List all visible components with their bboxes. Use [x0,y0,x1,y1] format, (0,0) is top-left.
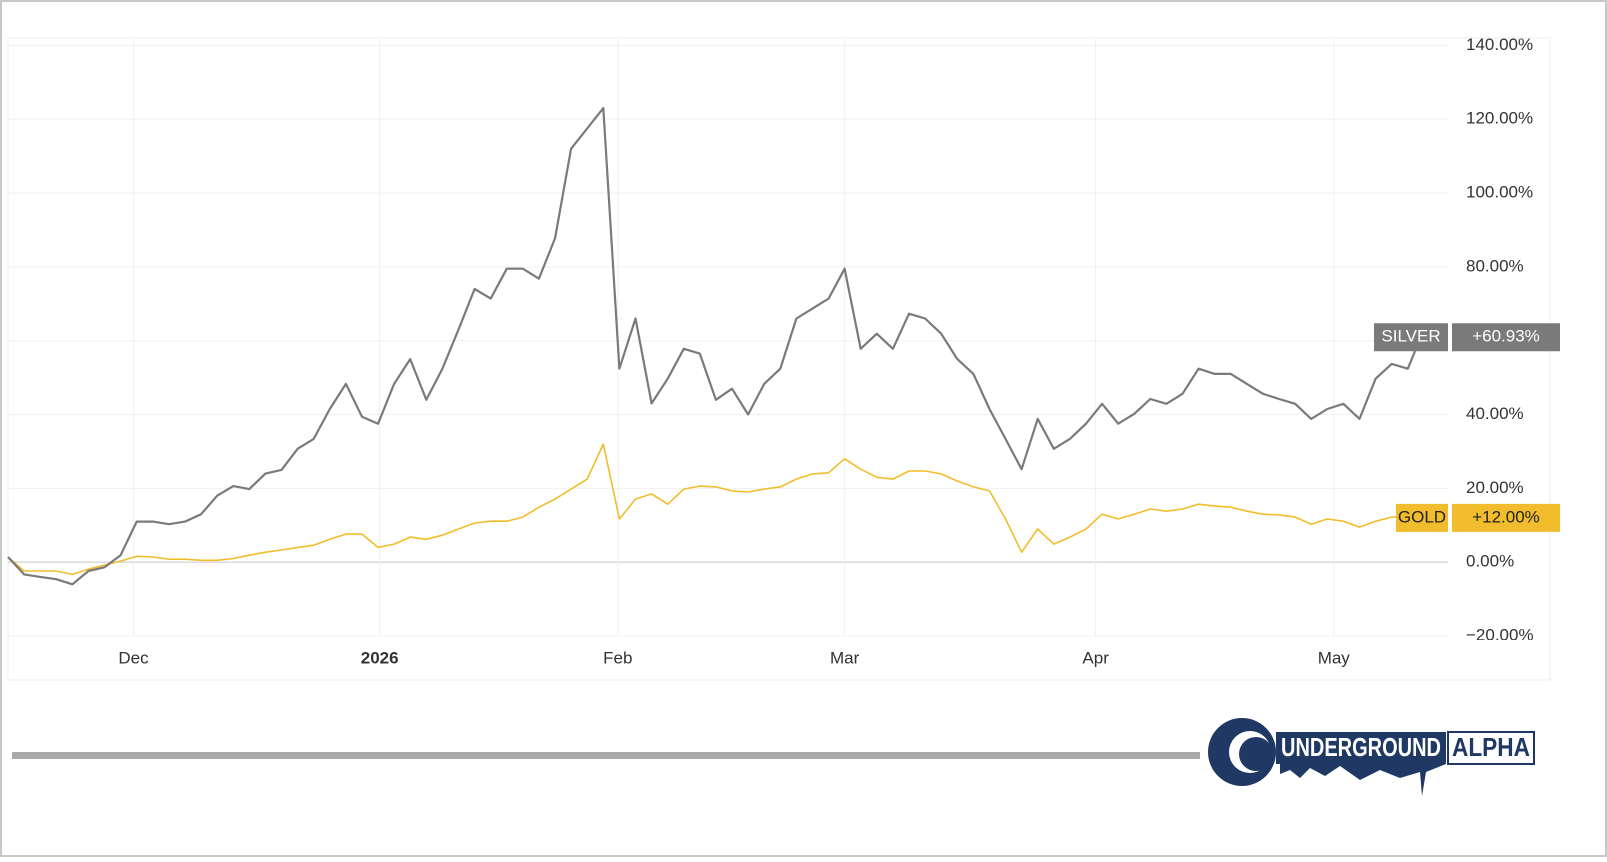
series-name: GOLD [1398,507,1446,526]
y-tick-label: 20.00% [1466,478,1524,497]
logo-circle-core [1239,737,1273,771]
y-tick-label: 100.00% [1466,183,1533,202]
y-tick-label: −20.00% [1466,625,1534,644]
x-tick-label: Dec [118,648,149,667]
logo-box-2 [1447,731,1535,765]
y-tick-label: 120.00% [1466,109,1533,128]
x-tick-label: May [1318,648,1351,667]
last-value-label: +60.93% [1472,327,1540,346]
series-name-box [1396,503,1448,532]
logo-box [1276,732,1446,764]
last-value-label: +12.00% [1472,507,1540,526]
x-tick-label: Mar [830,648,860,667]
series-line [7,443,1441,576]
axis-labels: −20.00%0.00%20.00%40.00%60.00%80.00%100.… [118,35,1560,667]
chart-frame [7,37,1551,681]
x-tick-label: 2026 [361,648,399,667]
x-tick-label: Feb [603,648,632,667]
series-name: SILVER [1381,327,1440,346]
y-tick-label: 40.00% [1466,404,1524,423]
series-lines [7,107,1441,586]
series-name-box [1374,323,1448,352]
x-tick-label: Apr [1082,648,1109,667]
y-tick-label: 80.00% [1466,256,1524,275]
logo: UNDERGROUND ALPHA [1208,718,1535,796]
logo-skyline [1280,764,1446,796]
series-line [7,107,1441,586]
last-value-box [1452,503,1560,532]
grid [8,38,1448,637]
logo-word: UNDERGROUND [1281,732,1441,762]
y-tick-label: 140.00% [1466,35,1533,54]
logo-word: ALPHA [1452,732,1530,762]
scrollbar [12,752,1200,759]
y-tick-label: 0.00% [1466,552,1514,571]
last-value-box [1452,323,1560,352]
